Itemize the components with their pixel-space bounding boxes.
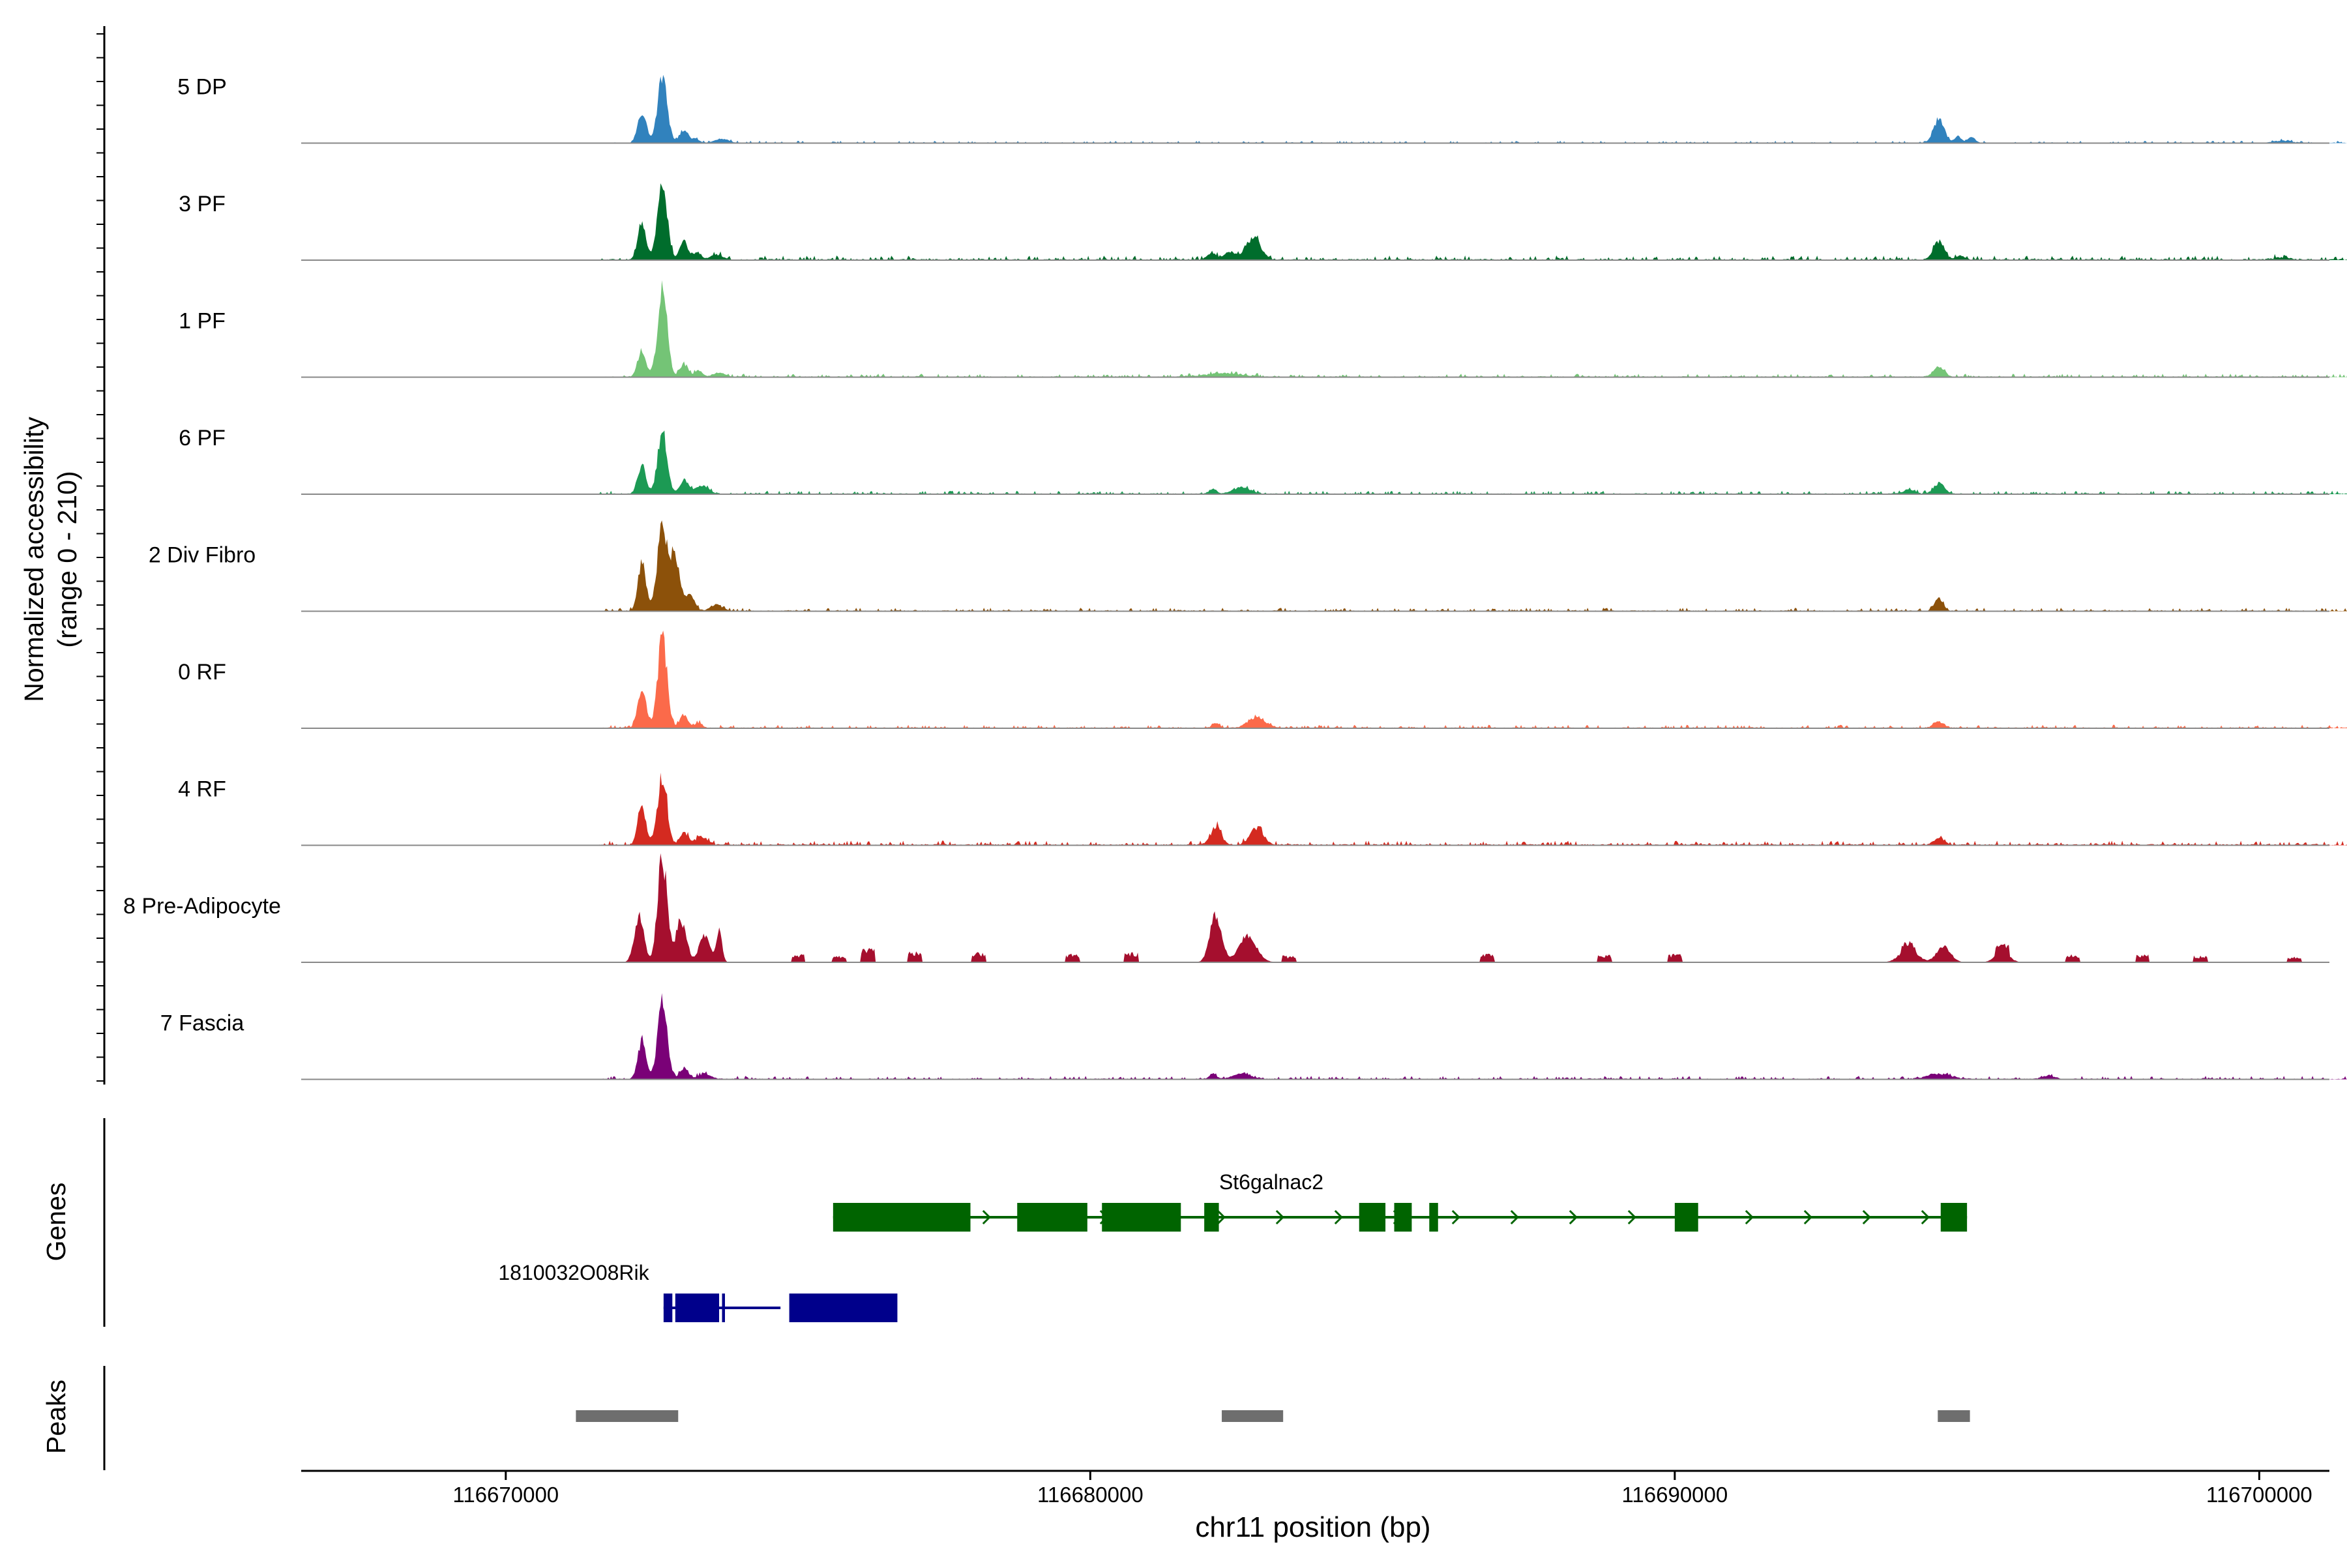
gene-exon [663, 1294, 673, 1322]
track-label: 7 Fascia [160, 1011, 244, 1036]
strand-arrow [1803, 1209, 1812, 1225]
track-1-pf: 1 PF [179, 280, 2347, 378]
peak-region [1938, 1410, 1970, 1422]
gene-exon [1017, 1203, 1087, 1232]
gene-name-label: St6galnac2 [1219, 1170, 1323, 1194]
gene-name-label: 1810032O08Rik [498, 1261, 649, 1284]
track-label: 3 PF [179, 192, 226, 216]
peaks-panel-label: Peaks [41, 1380, 71, 1454]
track-label: 8 Pre-Adipocyte [123, 894, 281, 919]
gene-exon [1359, 1203, 1386, 1232]
gene-st6galnac2: St6galnac2 [833, 1170, 1968, 1232]
x-tick-label: 116680000 [1037, 1483, 1144, 1507]
gene-exon [833, 1203, 971, 1232]
gene-exon [789, 1294, 898, 1322]
gene-exon [1429, 1203, 1438, 1232]
track-label: 4 RF [178, 777, 226, 802]
x-tick-label: 116670000 [452, 1483, 559, 1507]
track-2-div-fibro: 2 Div Fibro [149, 520, 2347, 612]
strand-arrow [1275, 1209, 1284, 1225]
gene-exon [1102, 1203, 1181, 1232]
track-0-rf: 0 RF [178, 630, 2347, 729]
track-5-dp: 5 DP [177, 75, 2347, 144]
strand-arrow [1862, 1209, 1871, 1225]
track-8-pre-adipocyte: 8 Pre-Adipocyte [123, 853, 2347, 963]
strand-arrow [1745, 1209, 1754, 1225]
x-tick-label: 116700000 [2206, 1483, 2312, 1507]
track-4-rf: 4 RF [178, 773, 2347, 846]
track-label: 1 PF [179, 309, 226, 334]
strand-arrow [1569, 1209, 1578, 1225]
peak-region [1222, 1410, 1284, 1422]
peak-region [576, 1410, 679, 1422]
track-6-pf: 6 PF [179, 426, 2347, 495]
y-axis-label-line1: Normalized accessibility [19, 417, 49, 702]
y-axis-label-line2: (range 0 - 210) [52, 471, 82, 647]
gene-exon [1940, 1203, 1968, 1232]
track-7-fascia: 7 Fascia [160, 993, 2347, 1080]
track-label: 0 RF [178, 660, 226, 685]
gene-exon [1204, 1203, 1219, 1232]
x-axis-title: chr11 position (bp) [1195, 1511, 1430, 1543]
strand-arrow [1334, 1209, 1343, 1225]
track-label: 2 Div Fibro [149, 543, 256, 568]
gene-exon [1394, 1203, 1412, 1232]
strand-arrow [1627, 1209, 1636, 1225]
gene-exon [1674, 1203, 1698, 1232]
gene-exon [675, 1294, 720, 1322]
strand-arrow [982, 1209, 991, 1225]
strand-arrow [1921, 1209, 1930, 1225]
track-label: 5 DP [177, 75, 227, 100]
genes-panel-label: Genes [41, 1183, 71, 1262]
gene-exon [722, 1294, 725, 1322]
strand-arrow [1510, 1209, 1519, 1225]
track-3-pf: 3 PF [179, 183, 2347, 261]
gene-1810032o08rik: 1810032O08Rik [498, 1261, 898, 1322]
strand-arrow [1451, 1209, 1460, 1225]
x-tick-label: 116690000 [1622, 1483, 1728, 1507]
track-label: 6 PF [179, 426, 226, 451]
strand-arrow [1217, 1209, 1226, 1225]
